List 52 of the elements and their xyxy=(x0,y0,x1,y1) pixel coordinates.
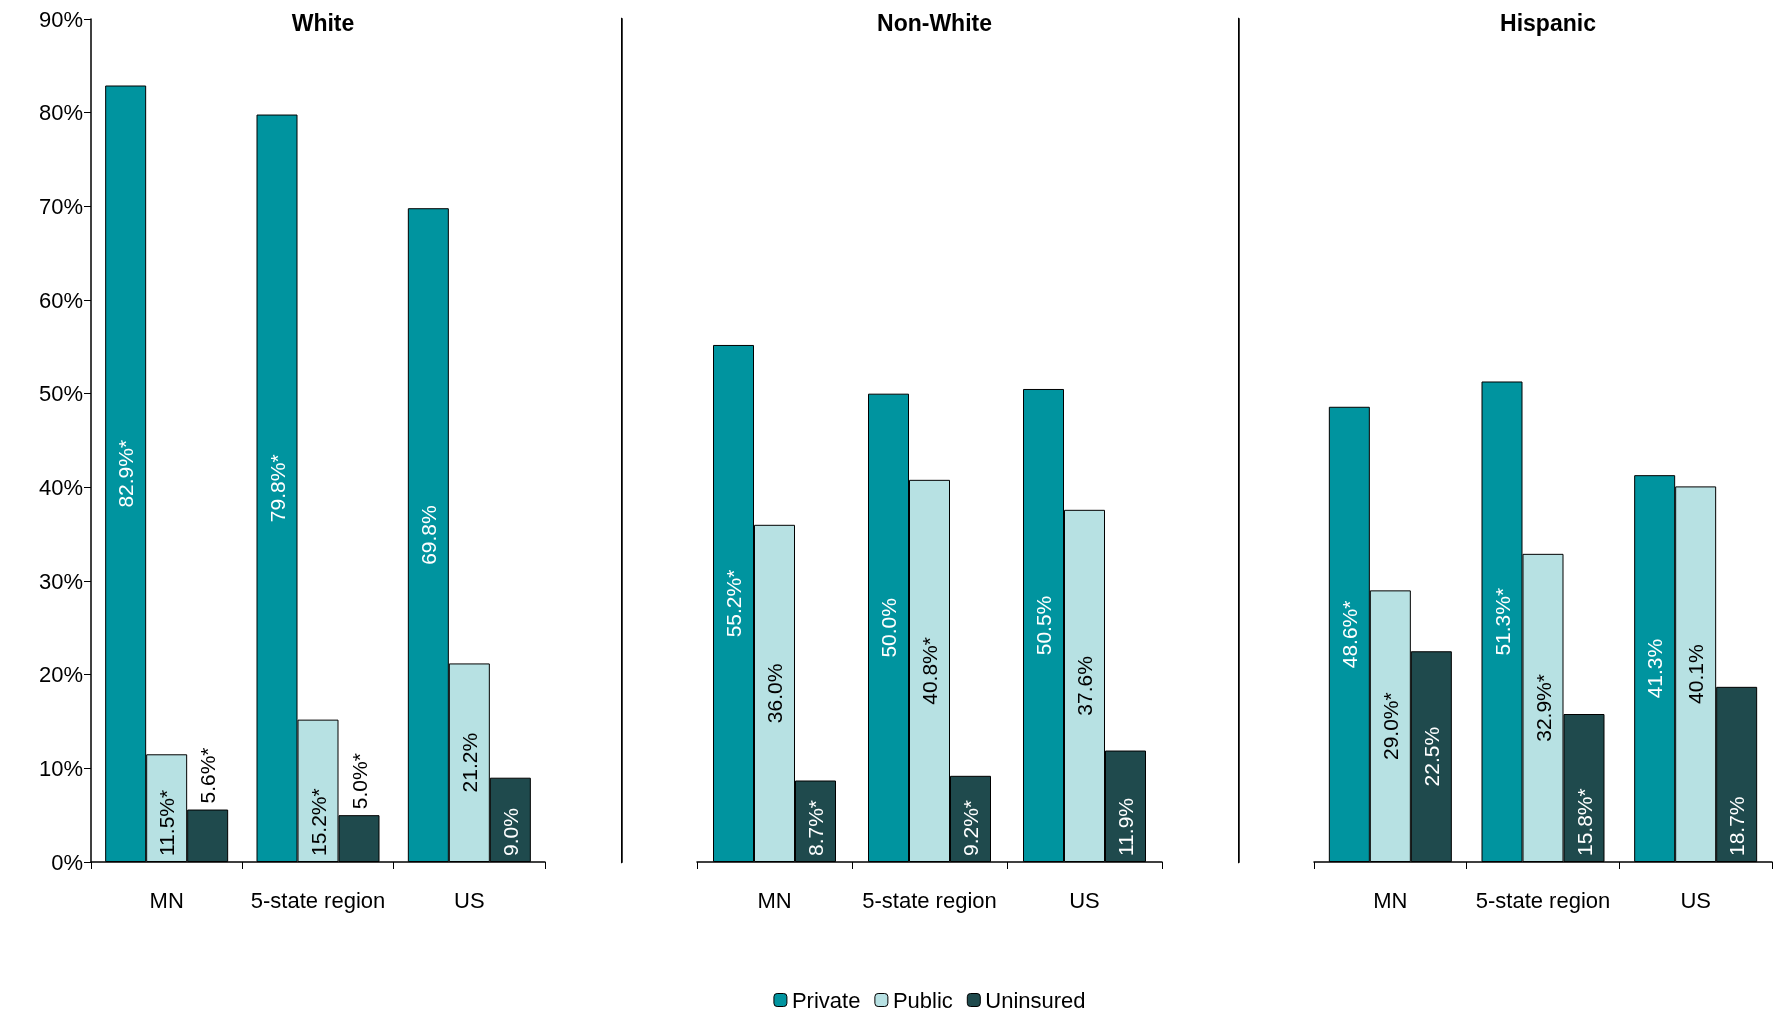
data-label: 50.0% xyxy=(877,598,900,658)
chart-title: Hispanic xyxy=(1500,9,1597,36)
data-label: 82.9%* xyxy=(114,439,138,508)
data-label: 8.7%* xyxy=(804,799,827,856)
data-label: 32.9%* xyxy=(1531,674,1555,742)
x-tick-label: 5-state region xyxy=(1475,887,1611,913)
data-label: 9.0% xyxy=(498,808,522,856)
x-tick-label: MN xyxy=(757,887,792,913)
y-tick-label: 50% xyxy=(38,381,83,407)
y-tick-label: 90% xyxy=(38,6,83,32)
data-label: 36.0% xyxy=(763,663,786,724)
data-label: 37.6% xyxy=(1073,656,1096,716)
data-label: 11.9% xyxy=(1114,798,1137,856)
y-tick-label: 60% xyxy=(38,287,83,313)
legend-label: Private xyxy=(791,987,861,1013)
x-tick-label: MN xyxy=(149,887,184,913)
y-tick-label: 30% xyxy=(38,568,83,594)
data-label: 40.1% xyxy=(1684,644,1708,704)
y-tick-label: 70% xyxy=(38,193,83,219)
x-tick-label: US xyxy=(1680,887,1711,913)
data-label: 69.8% xyxy=(416,505,440,565)
legend-label: Uninsured xyxy=(985,987,1086,1013)
data-label: 15.2%* xyxy=(306,788,330,856)
y-tick-label: 10% xyxy=(38,755,83,781)
data-label: 79.8%* xyxy=(265,454,289,523)
x-tick-label: 5-state region xyxy=(862,887,997,913)
y-tick-label: 0% xyxy=(51,849,83,875)
data-label: 22.5% xyxy=(1419,726,1443,787)
x-tick-label: 5-state region xyxy=(250,887,386,913)
data-label: 9.2%* xyxy=(959,799,982,856)
legend-label: Public xyxy=(892,987,953,1013)
data-label: 48.6%* xyxy=(1337,600,1361,669)
x-tick-label: MN xyxy=(1373,887,1408,913)
data-label: 29.0%* xyxy=(1378,692,1402,761)
x-tick-label: US xyxy=(1069,887,1100,913)
data-label: 18.7% xyxy=(1725,796,1749,856)
data-label: 21.2% xyxy=(457,732,481,793)
data-label: 55.2%* xyxy=(722,569,745,638)
chart-title: Non-White xyxy=(877,9,992,36)
data-label: 11.5%* xyxy=(155,789,179,856)
y-tick-label: 40% xyxy=(38,474,83,500)
data-label: 5.6%* xyxy=(196,747,220,804)
data-label: 51.3%* xyxy=(1490,587,1514,656)
data-label: 15.8%* xyxy=(1572,788,1596,856)
chart-title: White xyxy=(291,9,355,36)
data-label: 50.5% xyxy=(1032,595,1055,656)
y-tick-label: 20% xyxy=(38,662,83,688)
data-label: 41.3% xyxy=(1643,638,1667,699)
data-label: 40.8%* xyxy=(918,637,941,705)
data-label: 5.0%* xyxy=(347,753,371,810)
y-tick-label: 80% xyxy=(38,100,83,126)
x-tick-label: US xyxy=(454,887,485,913)
